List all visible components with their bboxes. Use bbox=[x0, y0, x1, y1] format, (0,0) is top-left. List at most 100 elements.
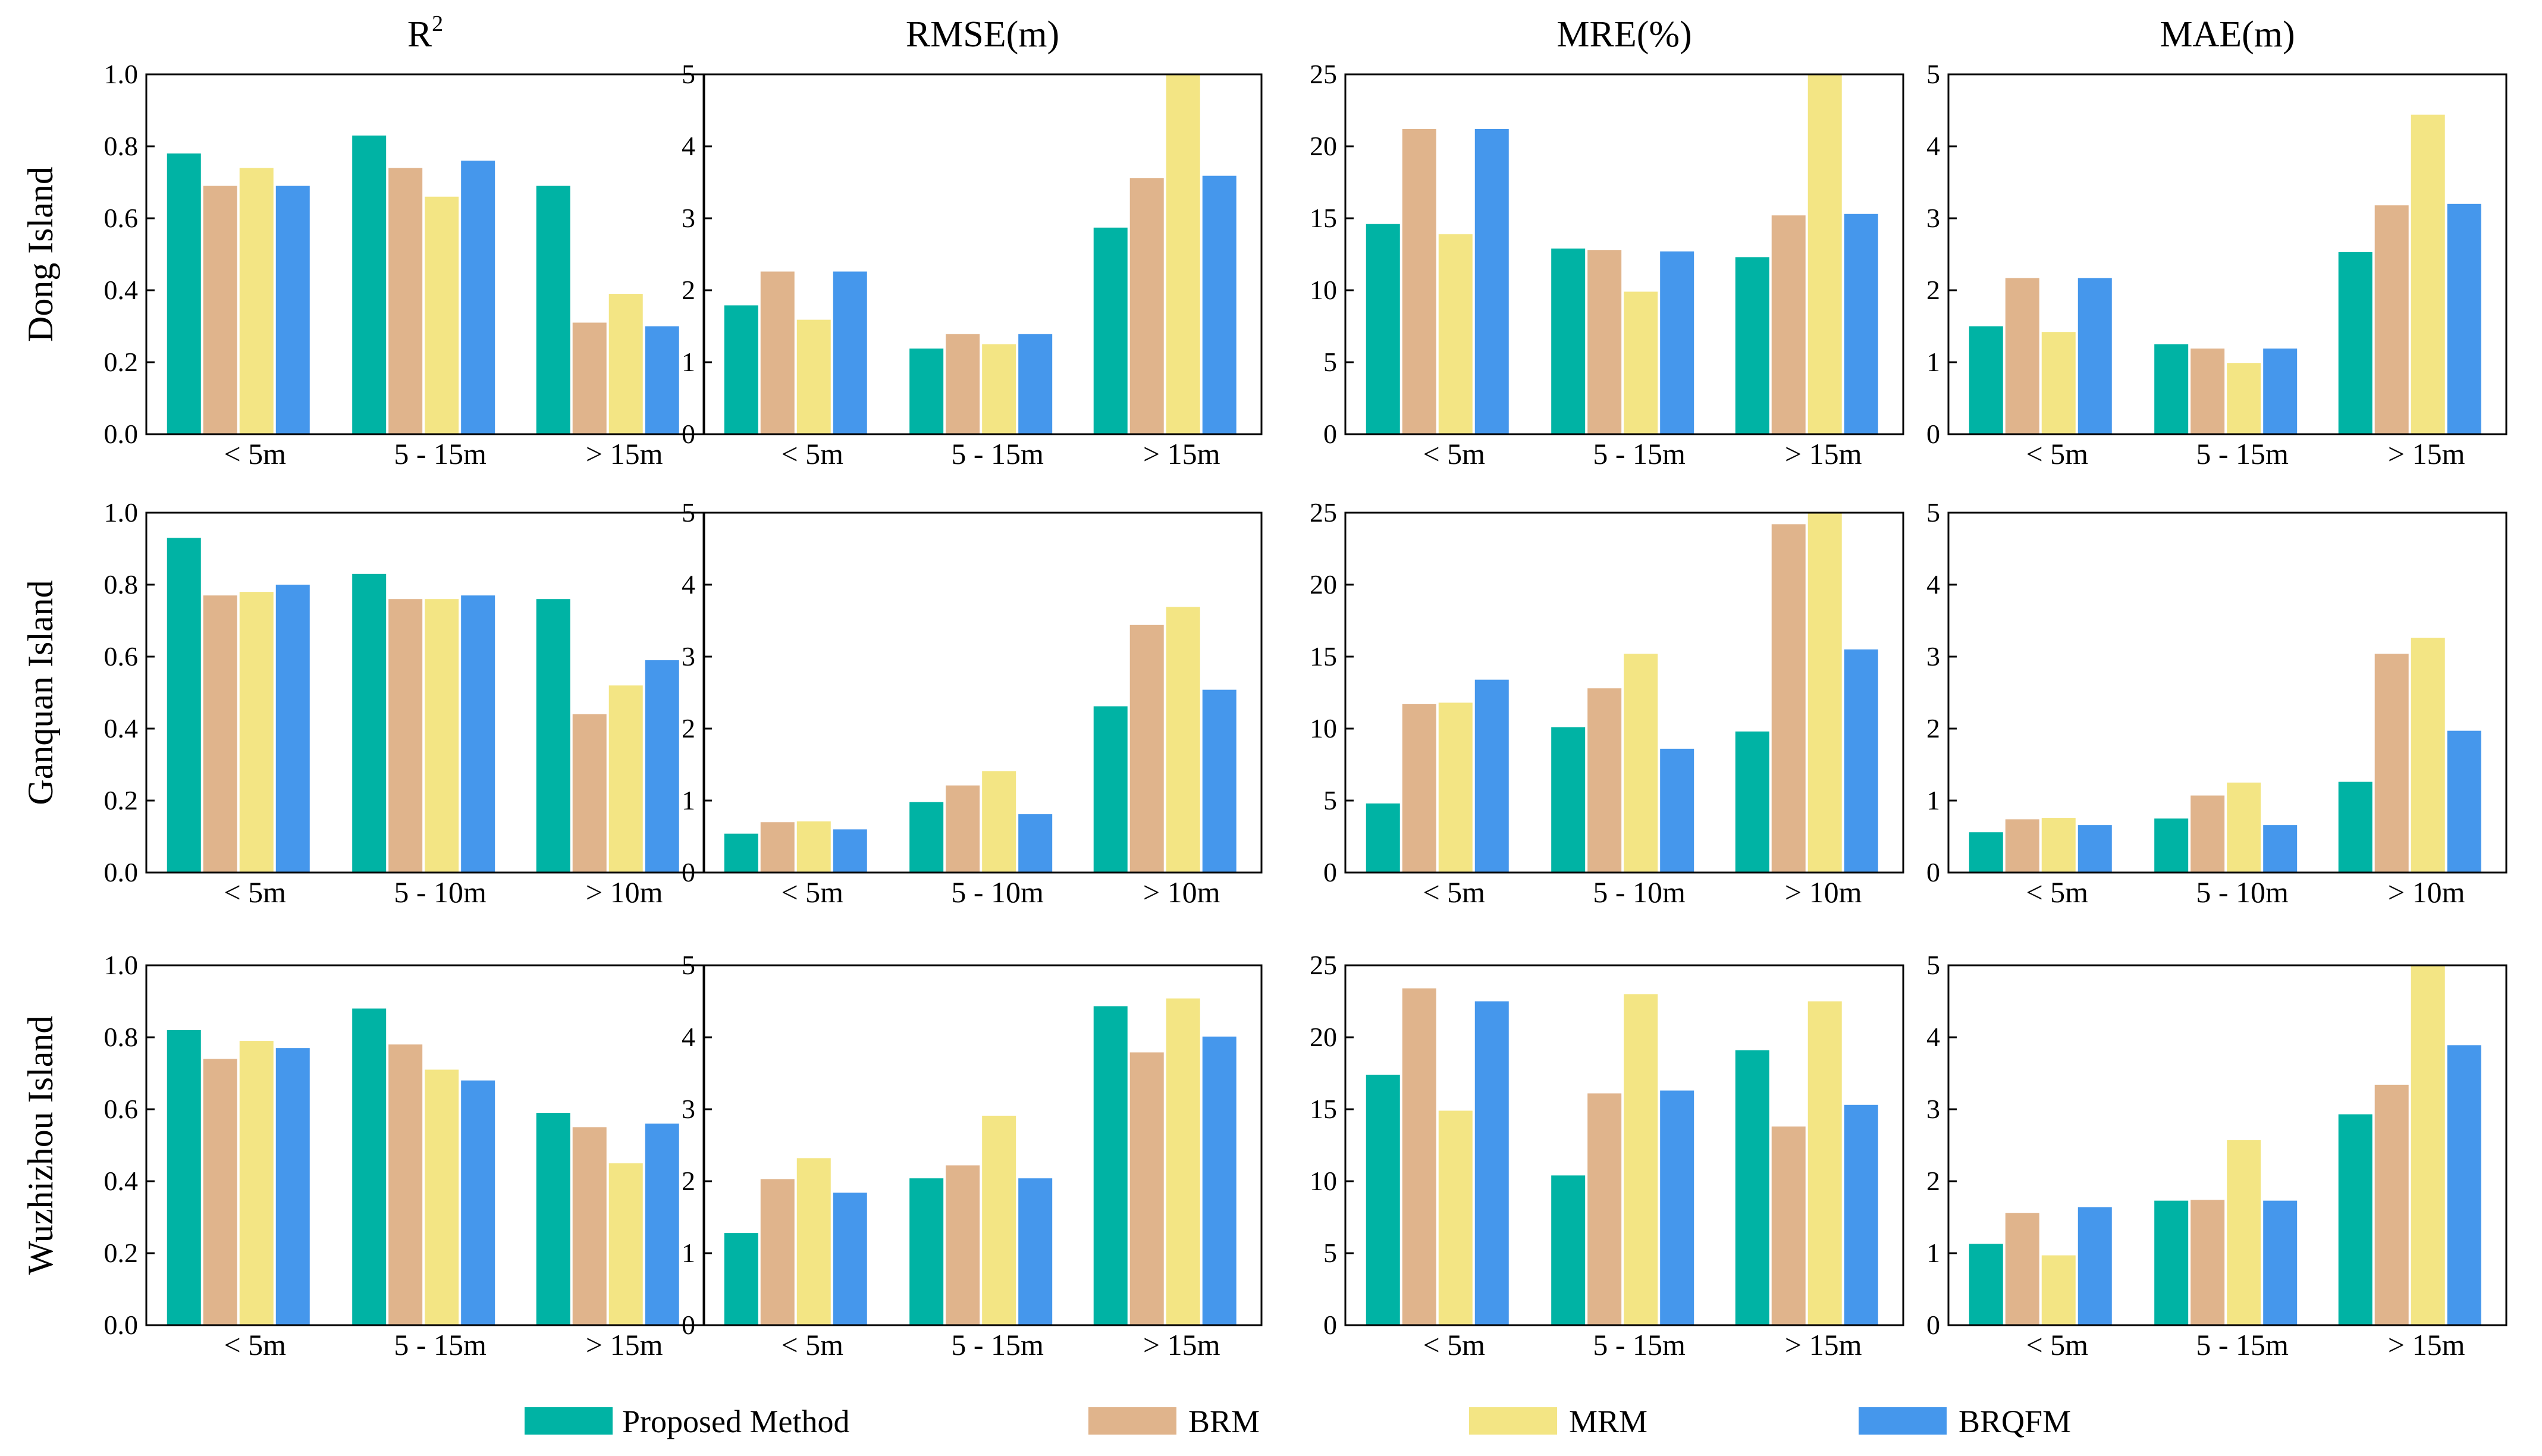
axis-frame bbox=[1947, 964, 2508, 1326]
bar-brm-15m bbox=[1129, 1052, 1164, 1325]
legend-swatch-brm bbox=[1088, 1407, 1176, 1435]
bar-proposed-method-5m bbox=[1969, 832, 2003, 873]
bar-brqfm-15m bbox=[1202, 175, 1237, 434]
x-tick-label: 5 - 15m bbox=[951, 1328, 1044, 1361]
axis-frame bbox=[1344, 964, 1904, 1326]
bar-mrm-5-15m bbox=[982, 1115, 1016, 1325]
x-tick-label: < 5m bbox=[1423, 437, 1485, 470]
y-tick-label: 0.8 bbox=[104, 569, 139, 600]
y-tick-label: 0 bbox=[1323, 419, 1337, 449]
y-tick-label: 5 bbox=[682, 497, 695, 528]
y-tick-label: 2 bbox=[1926, 713, 1940, 743]
y-tick-label: 25 bbox=[1310, 497, 1337, 528]
y-tick-label: 15 bbox=[1310, 641, 1337, 671]
axis-frame bbox=[1344, 512, 1904, 874]
bar-brqfm-5-15m bbox=[461, 1080, 495, 1325]
bar-proposed-method-5m bbox=[1366, 224, 1400, 434]
x-tick-label: > 15m bbox=[2388, 1328, 2465, 1361]
y-tick-label: 4 bbox=[1926, 569, 1940, 600]
bar-brqfm-5m bbox=[275, 1048, 310, 1325]
bar-mrm-5-10m bbox=[425, 599, 459, 873]
y-tick-label: 2 bbox=[682, 1166, 695, 1196]
bar-proposed-method-15m bbox=[1735, 257, 1769, 434]
y-tick-label: 2 bbox=[1926, 275, 1940, 305]
bar-mrm-10m bbox=[1166, 607, 1200, 873]
bar-mrm-15m bbox=[1166, 74, 1200, 434]
legend-label-brqfm: BRQFM bbox=[1959, 1404, 2071, 1439]
y-tick-label: 5 bbox=[1926, 497, 1940, 528]
y-tick-label: 0.0 bbox=[104, 419, 139, 449]
bar-proposed-method-15m bbox=[1093, 1006, 1128, 1325]
x-tick-label: > 15m bbox=[1143, 437, 1220, 470]
y-tick-label: 0.4 bbox=[104, 275, 139, 305]
y-tick-label: 0.2 bbox=[104, 785, 139, 815]
x-tick-label: < 5m bbox=[2026, 437, 2088, 470]
bar-mrm-5-10m bbox=[2227, 782, 2261, 873]
y-tick-label: 0.0 bbox=[104, 857, 139, 887]
y-tick-label: 0 bbox=[1926, 857, 1940, 887]
bar-proposed-method-15m bbox=[1735, 1050, 1769, 1325]
bar-proposed-method-5-10m bbox=[1551, 727, 1586, 873]
legend-label-proposed-method: Proposed Method bbox=[622, 1404, 849, 1439]
y-tick-label: 25 bbox=[1310, 59, 1337, 89]
panel-ganquan-island-r2: < 5m 5 - 10m > 10m 0.0 0.2 0.4 0.6 0.8 1.0 bbox=[104, 497, 705, 909]
bar-mrm-5m bbox=[796, 1158, 831, 1325]
y-tick-label: 0.0 bbox=[104, 1310, 139, 1340]
y-tick-label: 20 bbox=[1310, 569, 1337, 600]
y-tick-label: 1.0 bbox=[104, 950, 139, 980]
panel-wuzhizhou-island-mae-m: < 5m 5 - 15m > 15m 0 1 2 3 4 5 bbox=[1926, 950, 2508, 1361]
bar-mrm-10m bbox=[1807, 513, 1842, 873]
axis-frame bbox=[702, 73, 1263, 435]
x-tick-label: > 15m bbox=[1785, 1328, 1862, 1361]
y-tick-label: 0.8 bbox=[104, 131, 139, 161]
y-tick-label: 0.8 bbox=[104, 1022, 139, 1052]
x-tick-label: < 5m bbox=[781, 1328, 843, 1361]
bar-brqfm-5m bbox=[1474, 128, 1509, 434]
y-tick-label: 10 bbox=[1310, 1166, 1337, 1196]
axis-frame bbox=[702, 964, 1263, 1326]
bar-proposed-method-5-10m bbox=[352, 573, 387, 873]
bar-brqfm-5-15m bbox=[1018, 1178, 1053, 1325]
bar-mrm-5-15m bbox=[425, 1069, 459, 1325]
panel-dong-island-r2: < 5m 5 - 15m > 15m 0.0 0.2 0.4 0.6 0.8 1.0 bbox=[104, 59, 705, 470]
y-tick-label: 1 bbox=[1926, 1238, 1940, 1268]
bar-proposed-method-5-10m bbox=[909, 802, 944, 873]
bar-brm-5-15m bbox=[946, 1165, 980, 1325]
bar-brm-5m bbox=[1402, 988, 1436, 1325]
legend: Proposed Method BRM MRM BRQFM bbox=[525, 1404, 2071, 1439]
bar-proposed-method-10m bbox=[1093, 706, 1128, 873]
bar-brqfm-5-10m bbox=[2263, 825, 2298, 873]
y-tick-label: 0.4 bbox=[104, 713, 139, 743]
y-tick-label: 0.2 bbox=[104, 347, 139, 377]
x-tick-label: > 15m bbox=[1143, 1328, 1220, 1361]
y-tick-label: 3 bbox=[1926, 641, 1940, 671]
y-tick-label: 4 bbox=[1926, 1022, 1940, 1052]
y-tick-label: 1.0 bbox=[104, 497, 139, 528]
axis-frame bbox=[1947, 73, 2508, 435]
bar-proposed-method-10m bbox=[2338, 782, 2372, 873]
x-tick-label: < 5m bbox=[2026, 876, 2088, 909]
bar-brm-15m bbox=[572, 322, 607, 434]
bar-brqfm-5m bbox=[2077, 278, 2112, 434]
bar-brm-15m bbox=[2374, 1084, 2409, 1325]
x-tick-label: > 15m bbox=[1785, 437, 1862, 470]
legend-label-brm: BRM bbox=[1188, 1404, 1260, 1439]
bar-brqfm-5-10m bbox=[1018, 814, 1053, 873]
bar-brqfm-5m bbox=[275, 186, 310, 434]
y-tick-label: 0 bbox=[682, 1310, 695, 1340]
bar-brm-5m bbox=[1402, 704, 1436, 873]
y-tick-label: 0 bbox=[1926, 419, 1940, 449]
y-tick-label: 4 bbox=[1926, 131, 1940, 161]
bar-mrm-5m bbox=[239, 592, 274, 873]
bar-brqfm-5m bbox=[275, 585, 310, 873]
bar-proposed-method-10m bbox=[1735, 731, 1769, 873]
bar-proposed-method-5m bbox=[167, 153, 201, 434]
island-row-labels: Dong Island Ganquan Island Wuzhizhou Islan… bbox=[21, 167, 60, 1275]
y-tick-label: 2 bbox=[682, 275, 695, 305]
bar-proposed-method-10m bbox=[536, 599, 570, 873]
y-tick-label: 5 bbox=[1323, 785, 1337, 815]
bar-brqfm-10m bbox=[2447, 730, 2481, 873]
y-tick-label: 4 bbox=[682, 569, 695, 600]
y-tick-label: 0 bbox=[682, 419, 695, 449]
